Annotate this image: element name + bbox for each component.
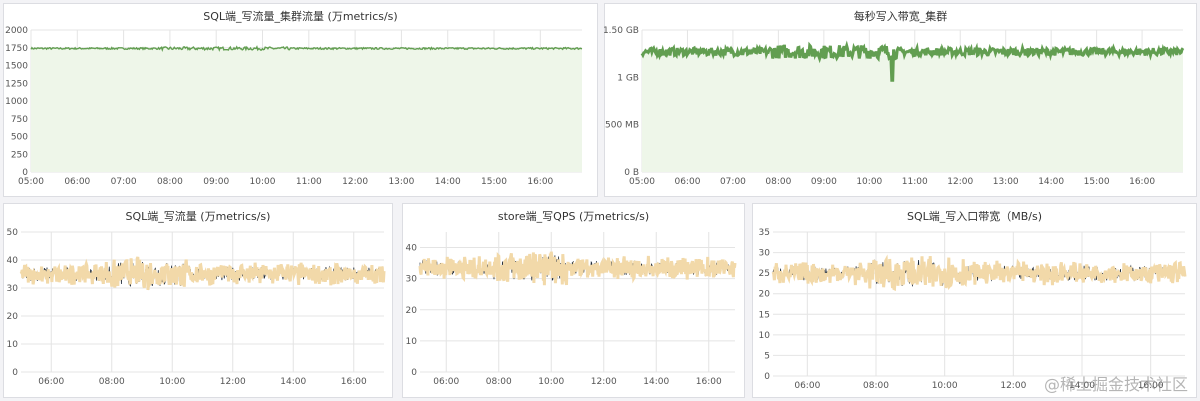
series-area xyxy=(31,46,582,172)
chart-sql-ingress-bandwidth: 0 5 10 15 20 25 30 35 06:00 08:00 10:00 12:00 14:00 1… xyxy=(759,228,1187,391)
y-tick-label: 40 xyxy=(7,256,19,266)
y-tick-label: 0 xyxy=(411,368,417,378)
y-tick-label: 10 xyxy=(406,337,418,347)
watermark: @稀土掘金技术社区 xyxy=(1043,375,1188,394)
x-tick-label: 16:00 xyxy=(1138,381,1164,391)
chart-sql-write: 0 10 20 30 40 50 06:00 08:00 10:00 12:00 14:00 16:0… xyxy=(7,228,386,387)
x-tick-label: 07:00 xyxy=(720,177,746,187)
chart-cluster-bandwidth: 0 B 500 MB 1 GB 1.50 GB 05:00 06:00 07:00 08:00… xyxy=(603,26,1185,187)
x-tick-label: 07:00 xyxy=(111,177,137,187)
x-tick-label: 06:00 xyxy=(433,377,459,387)
x-tick-label: 10:00 xyxy=(932,381,958,391)
y-tick-label: 250 xyxy=(11,150,28,160)
x-tick-label: 16:00 xyxy=(341,377,367,387)
x-tick-label: 06:00 xyxy=(64,177,90,187)
x-tick-label: 09:00 xyxy=(811,177,837,187)
x-tick-label: 05:00 xyxy=(18,177,44,187)
y-tick-label: 30 xyxy=(759,249,771,259)
x-tick-label: 16:00 xyxy=(696,377,722,387)
x-tick-label: 12:00 xyxy=(1000,381,1026,391)
y-tick-label: 1250 xyxy=(5,79,28,89)
x-tick-label: 08:00 xyxy=(99,377,125,387)
chart-title: SQL端_写入口带宽（MB/s) xyxy=(906,210,1043,223)
y-tick-label: 30 xyxy=(406,275,418,285)
y-tick-label: 0 xyxy=(22,168,28,178)
x-tick-label: 09:00 xyxy=(203,177,229,187)
y-tick-label: 500 MB xyxy=(605,121,639,131)
y-tick-label: 0 B xyxy=(624,168,639,178)
panel-store-qps: store端_写QPS (万metrics/s) 0 10 20 30 40 06:00 0… xyxy=(402,203,745,398)
x-tick-label: 08:00 xyxy=(765,177,791,187)
series-line-wheat xyxy=(771,254,1187,292)
y-tick-label: 5 xyxy=(764,351,770,361)
x-tick-label: 05:00 xyxy=(629,177,655,187)
y-tick-label: 1750 xyxy=(5,44,28,54)
y-tick-label: 2000 xyxy=(5,26,28,36)
series-area xyxy=(642,45,1183,172)
x-tick-label: 11:00 xyxy=(296,177,322,187)
x-tick-label: 10:00 xyxy=(856,177,882,187)
y-tick-label: 0 xyxy=(12,368,18,378)
chart-title: SQL端_写流量 (万metrics/s) xyxy=(125,210,271,223)
series-line xyxy=(640,40,1185,82)
y-tick-label: 500 xyxy=(11,133,28,143)
x-tick-label: 10:00 xyxy=(538,377,564,387)
y-tick-label: 40 xyxy=(406,244,418,254)
x-tick-label: 13:00 xyxy=(993,177,1019,187)
x-tick-label: 08:00 xyxy=(157,177,183,187)
x-tick-label: 12:00 xyxy=(947,177,973,187)
x-tick-label: 08:00 xyxy=(863,381,889,391)
y-tick-label: 750 xyxy=(11,115,28,125)
y-tick-label: 20 xyxy=(7,312,19,322)
panel-sql-cluster-write: SQL端_写流量_集群流量 (万metrics/s) 0 250 500 750 100… xyxy=(3,3,598,197)
chart-title: 每秒写入带宽_集群 xyxy=(853,10,948,23)
series-line-wheat xyxy=(19,256,386,291)
x-tick-label: 13:00 xyxy=(388,177,414,187)
x-tick-label: 12:00 xyxy=(342,177,368,187)
panel-sql-write: SQL端_写流量 (万metrics/s) 0 10 20 30 40 50 06:00 08… xyxy=(3,203,393,398)
y-tick-label: 30 xyxy=(7,284,19,294)
series-line-wheat xyxy=(418,251,737,286)
x-tick-label: 15:00 xyxy=(481,177,507,187)
y-tick-label: 10 xyxy=(759,331,771,341)
y-tick-label: 1000 xyxy=(5,97,28,107)
series-line xyxy=(30,45,583,53)
y-tick-label: 1.50 GB xyxy=(603,26,639,36)
x-tick-label: 06:00 xyxy=(674,177,700,187)
panel-sql-ingress-bandwidth: SQL端_写入口带宽（MB/s) 0 5 10 15 20 25 30 35 06:00 08:0… xyxy=(752,203,1197,398)
x-tick-label: 14:00 xyxy=(643,377,669,387)
chart-store-qps: 0 10 20 30 40 06:00 08:00 10:00 12:00 14:00 16:00 xyxy=(406,232,737,387)
y-tick-label: 35 xyxy=(759,228,770,238)
x-tick-label: 12:00 xyxy=(591,377,617,387)
x-tick-label: 16:00 xyxy=(527,177,553,187)
y-tick-label: 0 xyxy=(764,372,770,382)
y-tick-label: 1500 xyxy=(5,62,28,72)
chart-sql-cluster-write: 0 250 500 750 1000 1250 1500 1750 2000 05:00 06:00… xyxy=(5,26,583,187)
x-tick-label: 06:00 xyxy=(38,377,64,387)
x-tick-label: 12:00 xyxy=(220,377,246,387)
x-tick-label: 14:00 xyxy=(1038,177,1064,187)
y-tick-label: 20 xyxy=(759,290,771,300)
y-tick-label: 10 xyxy=(7,340,19,350)
y-tick-label: 20 xyxy=(406,306,418,316)
x-tick-label: 11:00 xyxy=(902,177,928,187)
x-tick-label: 14:00 xyxy=(280,377,306,387)
x-tick-label: 10:00 xyxy=(250,177,276,187)
x-tick-label: 14:00 xyxy=(435,177,461,187)
y-tick-label: 25 xyxy=(759,269,770,279)
x-tick-label: 14:00 xyxy=(1069,381,1095,391)
panel-cluster-bandwidth: 每秒写入带宽_集群 0 B 500 MB 1 GB 1.50 GB 05:00 06:00… xyxy=(603,3,1197,197)
chart-title: store端_写QPS (万metrics/s) xyxy=(497,210,650,223)
x-tick-label: 16:00 xyxy=(1129,177,1155,187)
y-tick-label: 1 GB xyxy=(617,73,639,83)
chart-title: SQL端_写流量_集群流量 (万metrics/s) xyxy=(203,10,398,23)
x-tick-label: 15:00 xyxy=(1084,177,1110,187)
x-tick-label: 08:00 xyxy=(486,377,512,387)
y-tick-label: 15 xyxy=(759,310,770,320)
y-tick-label: 50 xyxy=(7,228,19,238)
x-tick-label: 10:00 xyxy=(159,377,185,387)
x-tick-label: 06:00 xyxy=(794,381,820,391)
